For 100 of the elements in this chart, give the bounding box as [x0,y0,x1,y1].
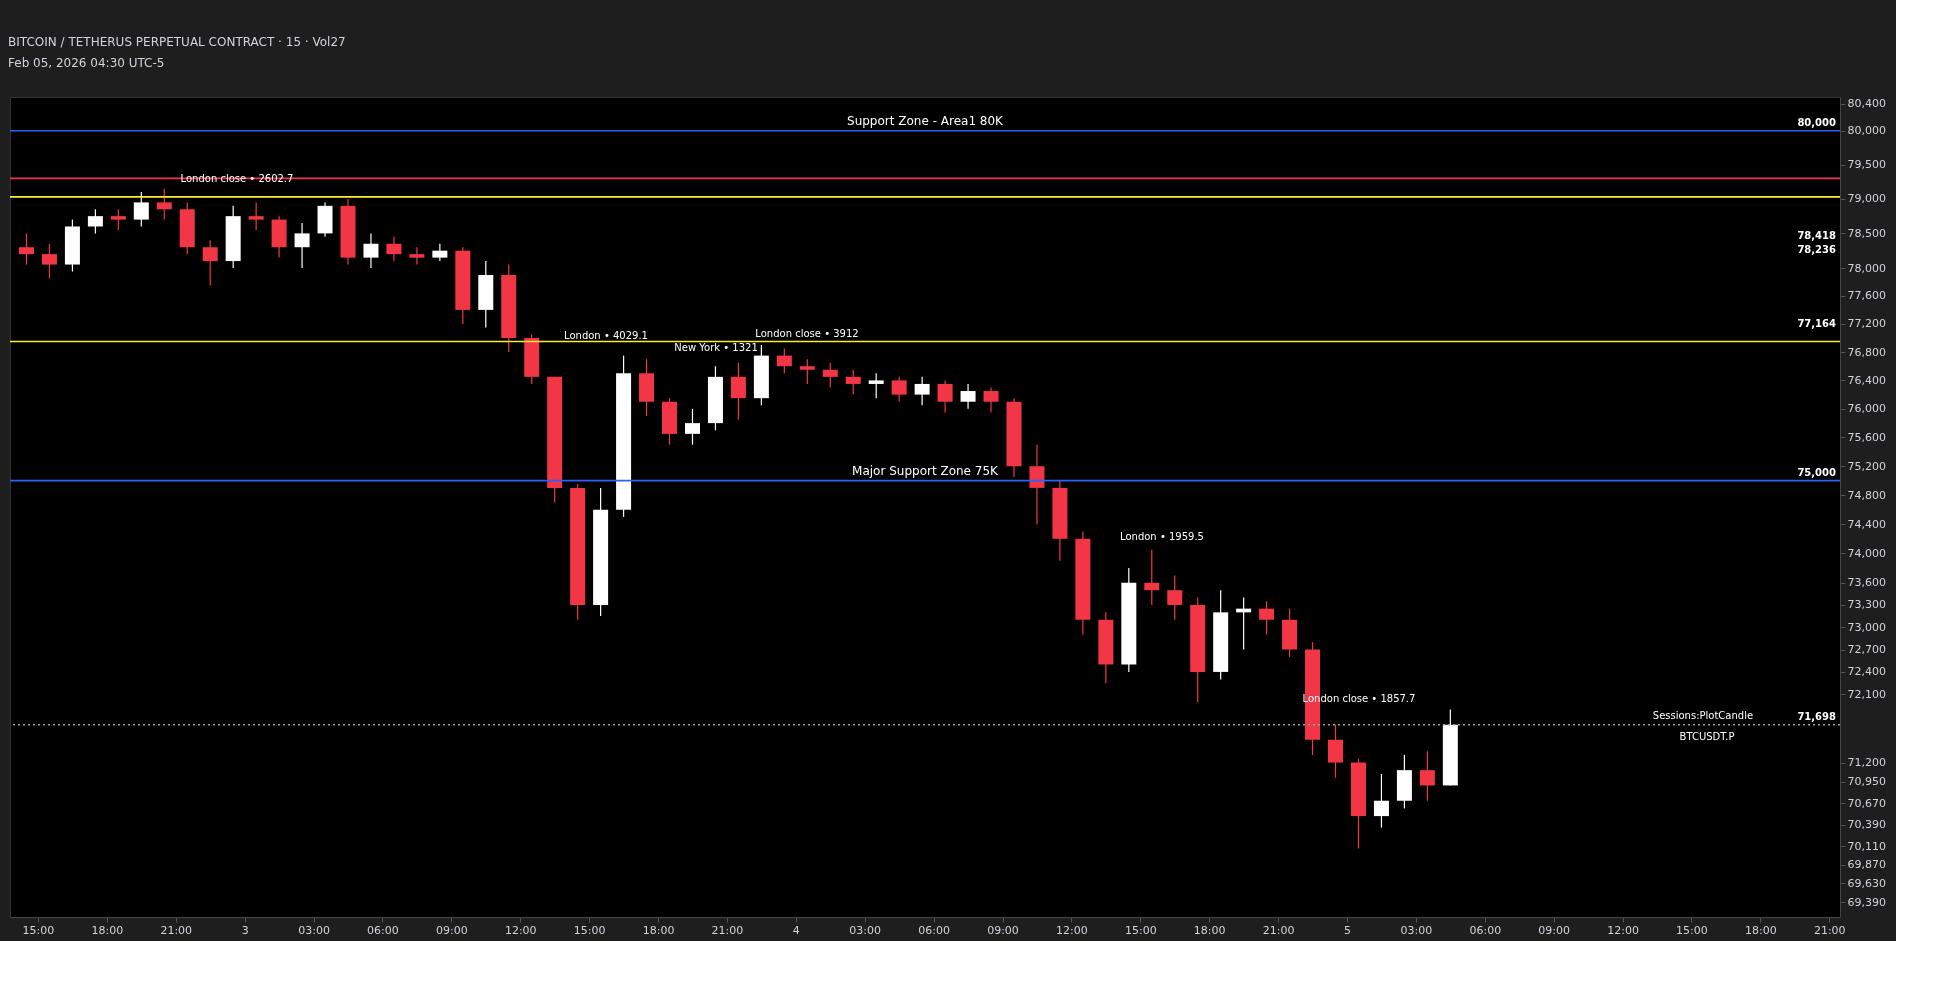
x-tick-label: 21:00 [1813,923,1846,937]
candlestick [1419,750,1435,802]
candlestick [684,408,700,446]
x-tick-label: 21:00 [711,923,744,937]
y-tick-label: 80,000 [1847,124,1886,138]
ref-line-label: Support Zone - Area1 80K [847,113,1005,128]
x-tick-label: 12:00 [1607,923,1639,937]
y-tick-label: 70,950 [1847,775,1886,789]
x-tick-label: 15:00 [573,923,606,937]
annotation: Sessions:PlotCandle [1652,709,1754,721]
x-tick-label: 15:00 [1124,923,1157,937]
y-tick-label: 69,630 [1847,876,1886,890]
y-tick-label: 78,000 [1847,261,1886,275]
x-tick-label: 18:00 [91,923,124,937]
candlestick [18,232,34,266]
candlestick [776,347,792,374]
candlestick [41,243,57,280]
annotation: London close • 3912 [755,328,859,339]
candlestick [1144,549,1160,606]
candlestick [156,188,172,221]
y-tick-label: 69,390 [1847,895,1886,909]
y-tick-label: 70,110 [1847,839,1886,853]
x-tick-label: 18:00 [642,923,675,937]
x-tick-label: 06:00 [367,923,399,937]
candlestick [1167,574,1183,621]
candlestick [891,376,907,403]
candlestick [202,239,218,287]
candlestick [845,369,861,396]
candlestick [1373,773,1389,829]
candlestick [937,379,953,414]
candlestick [386,236,402,262]
x-tick-label: 12:00 [504,923,537,937]
y-tick-label: 76,400 [1847,373,1886,387]
x-tick-label: 3 [241,923,249,937]
candlestick [730,362,746,421]
y-tick-label: 75,200 [1847,459,1886,473]
y-tick-label: 72,100 [1847,687,1886,701]
y-tick-label: 74,800 [1847,488,1886,502]
ref-line-label: Major Support Zone 75K [852,463,1000,478]
candlestick [799,358,815,385]
annotation: London • 4029.1 [564,330,648,341]
candlestick [409,246,425,266]
candlestick [248,201,264,231]
y-tick-label: 69,870 [1847,858,1886,872]
x-tick-label: 09:00 [987,923,1019,937]
candlestick [432,243,448,262]
candlestick [983,386,999,414]
annotation: New York • 1321 [674,342,758,353]
x-tick-label: 06:00 [918,923,950,937]
y-tick-label: 76,800 [1847,345,1886,359]
candlestick [960,383,976,410]
y-tick-label: 74,400 [1847,517,1886,531]
x-tick-label: 18:00 [1193,923,1226,937]
y-tick-label: 74,000 [1847,546,1886,560]
y-tick-label: 79,500 [1847,158,1886,172]
y-tick-label: 75,600 [1847,430,1886,444]
candlestick [1029,444,1045,525]
x-tick-label: 21:00 [1262,923,1295,937]
y-tick-label: 80,400 [1847,97,1886,111]
x-tick-label: 03:00 [849,923,882,937]
x-tick-label: 15:00 [22,923,55,937]
annotation: 77,164 [1797,318,1837,329]
x-tick-label: 09:00 [1538,923,1571,937]
y-tick-label: 79,000 [1847,192,1886,206]
x-tick-label: 5 [1343,923,1351,937]
y-tick-label: 73,000 [1847,620,1886,634]
candlestick [294,222,310,269]
x-tick-label: 18:00 [1745,923,1777,937]
chart-title: BITCOIN / TETHERUS PERPETUAL CONTRACT · 15 · Vol27 [8,35,346,49]
x-tick-label: 03:00 [1400,923,1433,937]
y-tick-label: 72,700 [1847,643,1886,657]
annotation: London • 1959.5 [1120,531,1204,542]
candlestick [868,372,884,399]
x-tick-label: 03:00 [298,923,330,937]
annotation: 80,000 [1797,116,1837,128]
y-tick-label: 77,600 [1847,289,1886,303]
y-tick-label: 71,200 [1847,756,1886,770]
candlestick [1328,724,1343,779]
annotation: BTCUSDT.P [1679,731,1735,742]
candlestick [363,232,379,269]
y-tick-label: 76,000 [1847,402,1886,416]
candlestick [87,208,103,234]
x-tick-label: 4 [792,923,800,937]
y-tick-label: 72,400 [1847,665,1886,679]
candlestick [822,362,838,389]
annotation: 78,418 [1797,230,1837,241]
y-tick-label: 73,300 [1847,598,1886,612]
annotation: 78,236 [1797,244,1837,255]
candlestick [914,376,930,406]
x-tick-label: 09:00 [435,923,468,937]
y-tick-label: 70,390 [1847,818,1886,832]
x-tick-label: 06:00 [1469,923,1502,937]
y-tick-label: 73,600 [1847,576,1886,590]
annotation: 75,000 [1797,466,1837,478]
y-tick-label: 77,200 [1847,317,1886,331]
candlestick [110,208,126,231]
candlestick [133,191,149,228]
y-tick-label: 70,670 [1847,796,1886,810]
text: Feb 05, 2026 04:30 UTC-5 [8,56,165,70]
annotation: 71,698 [1797,710,1837,722]
